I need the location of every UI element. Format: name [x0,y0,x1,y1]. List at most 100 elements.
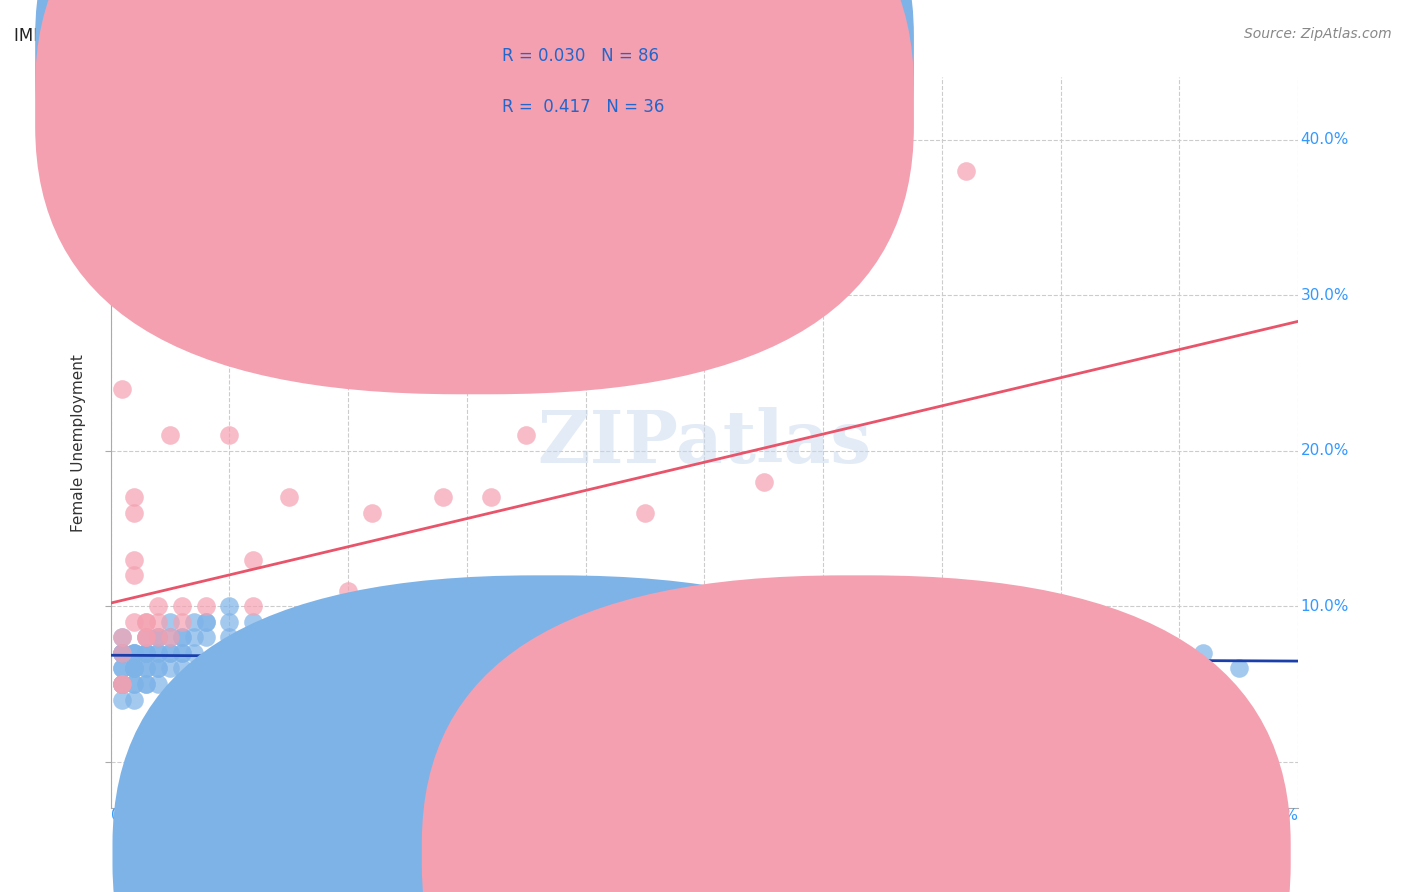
Point [146,631,169,645]
Point [955,646,977,660]
Text: 10.0%: 10.0% [1301,599,1348,614]
Point [146,677,169,691]
Point [183,646,205,660]
Text: 30.0%: 30.0% [1301,288,1348,302]
Text: 40.0%: 40.0% [1301,132,1348,147]
Point [170,615,193,629]
Point [135,631,157,645]
Point [360,661,382,675]
Point [135,631,157,645]
Point [111,692,134,706]
Point [183,615,205,629]
Point [170,599,193,614]
Point [124,568,146,582]
Point [124,491,146,505]
Point [194,599,217,614]
Point [277,491,299,505]
Point [146,615,169,629]
Point [124,677,146,691]
Text: R = 0.030   N = 86: R = 0.030 N = 86 [502,47,659,65]
Point [135,631,157,645]
Point [183,631,205,645]
Y-axis label: Female Unemployment: Female Unemployment [72,354,86,532]
Point [135,661,157,675]
Point [124,646,146,660]
Text: 0.0%: 0.0% [111,808,149,823]
Point [218,615,240,629]
Text: ZIPatlas: ZIPatlas [537,408,872,478]
Text: Immigrants from Eastern Asia: Immigrants from Eastern Asia [562,847,790,862]
Point [111,646,134,660]
Point [124,506,146,520]
Point [479,491,502,505]
Point [1168,646,1191,660]
Text: Source: ZipAtlas.com: Source: ZipAtlas.com [1244,27,1392,41]
Point [456,646,478,660]
Point [135,646,157,660]
Point [135,677,157,691]
Point [835,661,858,675]
Point [124,661,146,675]
Point [752,661,775,675]
Point [242,599,264,614]
Point [146,661,169,675]
Point [111,382,134,396]
Point [111,677,134,691]
Point [515,428,537,442]
Point [111,631,134,645]
Point [159,646,181,660]
Point [124,615,146,629]
Point [146,599,169,614]
Point [111,646,134,660]
Point [811,646,834,660]
Point [194,615,217,629]
Point [170,631,193,645]
Point [159,631,181,645]
Point [218,428,240,442]
Point [432,491,454,505]
Point [159,428,181,442]
Text: Lumbee: Lumbee [875,847,936,862]
Point [194,631,217,645]
Point [159,646,181,660]
Point [432,646,454,660]
Point [135,615,157,629]
Point [515,646,537,660]
Point [135,615,157,629]
Point [551,661,574,675]
Point [170,631,193,645]
Point [135,646,157,660]
Point [266,631,288,645]
Point [170,646,193,660]
Point [135,661,157,675]
Point [124,646,146,660]
Point [266,646,288,660]
Point [146,661,169,675]
Point [146,631,169,645]
Point [124,692,146,706]
Text: IMMIGRANTS FROM EASTERN ASIA VS LUMBEE FEMALE UNEMPLOYMENT CORRELATION CHART: IMMIGRANTS FROM EASTERN ASIA VS LUMBEE F… [14,27,799,45]
Point [111,677,134,691]
Point [170,661,193,675]
Point [717,708,740,723]
Point [574,646,596,660]
Point [124,661,146,675]
Point [159,631,181,645]
Point [301,631,323,645]
Point [135,677,157,691]
Point [124,552,146,566]
Point [146,646,169,660]
Point [1109,646,1132,660]
Point [301,615,323,629]
Point [218,631,240,645]
Point [111,677,134,691]
Point [242,646,264,660]
Point [693,661,716,675]
Point [242,615,264,629]
Point [159,661,181,675]
Point [337,646,360,660]
Point [135,646,157,660]
Point [1192,646,1215,660]
Point [111,677,134,691]
Point [111,677,134,691]
